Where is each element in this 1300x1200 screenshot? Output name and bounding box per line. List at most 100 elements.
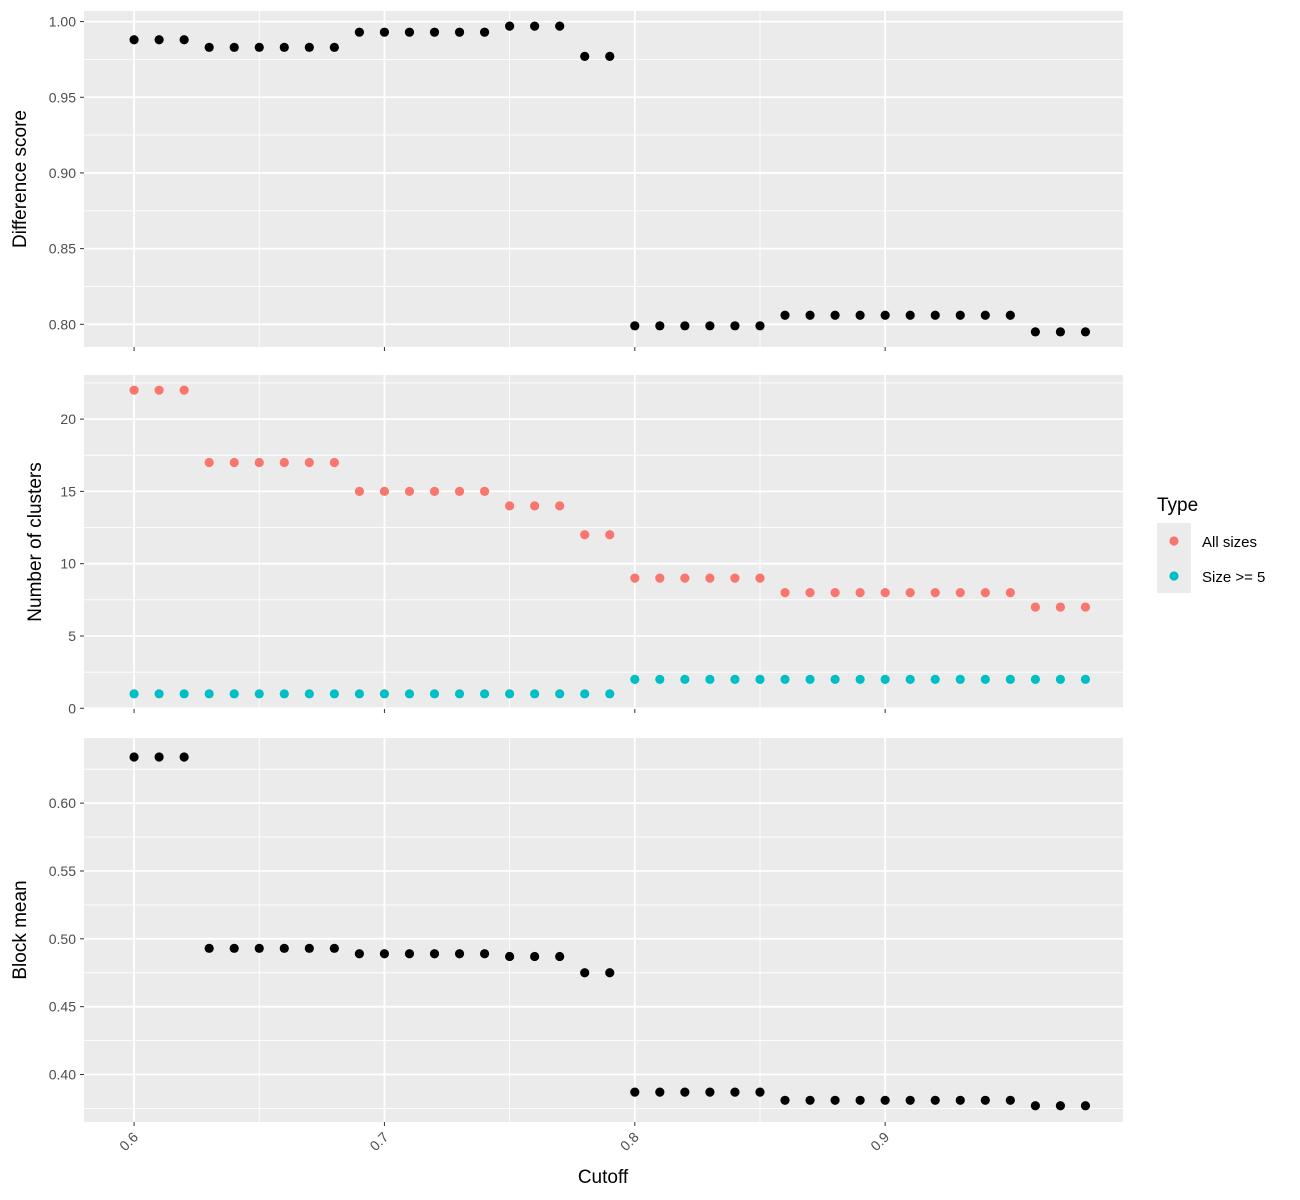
y-tick-label: 0.40 bbox=[49, 1067, 76, 1083]
data-point bbox=[530, 689, 540, 699]
y-tick-label: 0.50 bbox=[49, 931, 76, 947]
data-point bbox=[404, 949, 415, 959]
data-point bbox=[154, 689, 164, 699]
data-point bbox=[429, 27, 440, 37]
y-tick-label: 10 bbox=[60, 556, 76, 572]
data-point bbox=[980, 674, 990, 684]
data-point bbox=[705, 1087, 715, 1097]
y-axis-title: Block mean bbox=[10, 880, 31, 979]
data-point bbox=[680, 321, 690, 331]
data-point bbox=[429, 689, 440, 699]
data-point bbox=[980, 310, 990, 320]
data-point bbox=[229, 689, 239, 699]
data-point bbox=[254, 457, 264, 468]
data-point bbox=[705, 674, 715, 684]
data-point bbox=[204, 689, 214, 699]
y-tick-label: 0.95 bbox=[49, 89, 76, 105]
data-point bbox=[555, 21, 565, 31]
data-point bbox=[354, 689, 364, 699]
data-point bbox=[855, 588, 865, 598]
data-point bbox=[454, 689, 465, 699]
data-point bbox=[154, 35, 164, 45]
data-point bbox=[479, 27, 490, 37]
data-point bbox=[479, 486, 490, 496]
legend-title: Type bbox=[1157, 495, 1198, 516]
y-tick-label: 0.55 bbox=[49, 863, 76, 879]
y-tick-label: 0.85 bbox=[49, 241, 76, 257]
data-point bbox=[229, 42, 239, 52]
data-point bbox=[179, 35, 189, 45]
data-point bbox=[980, 1095, 990, 1105]
data-point bbox=[1030, 1101, 1040, 1111]
series-1 bbox=[129, 385, 1091, 612]
data-point bbox=[755, 674, 765, 684]
data-point bbox=[605, 530, 615, 540]
data-point bbox=[479, 949, 490, 959]
data-point bbox=[204, 457, 214, 468]
data-point bbox=[179, 385, 189, 395]
data-point bbox=[304, 689, 314, 699]
x-axis-title: Cutoff bbox=[578, 1167, 629, 1188]
data-point bbox=[129, 752, 139, 762]
data-point bbox=[1005, 1095, 1015, 1105]
data-point bbox=[254, 42, 264, 52]
data-point bbox=[229, 457, 239, 468]
data-point bbox=[379, 27, 390, 37]
data-point bbox=[555, 689, 565, 699]
data-point bbox=[980, 588, 990, 598]
data-point bbox=[1055, 602, 1066, 612]
data-point bbox=[780, 1095, 790, 1105]
data-point bbox=[279, 457, 289, 468]
x-axis: 0.6 0.7 0.8 0.9 bbox=[116, 1129, 892, 1154]
data-point bbox=[580, 689, 590, 699]
data-point bbox=[930, 674, 940, 684]
data-point bbox=[580, 51, 590, 62]
data-point bbox=[279, 42, 289, 52]
data-point bbox=[880, 674, 890, 684]
data-point bbox=[655, 1087, 665, 1097]
data-point bbox=[755, 321, 765, 331]
data-point bbox=[379, 486, 390, 496]
data-point bbox=[905, 310, 915, 320]
x-tick-label: 0.6 bbox=[116, 1129, 141, 1154]
y-axis-title: Difference score bbox=[10, 110, 31, 248]
y-tick-label: 15 bbox=[60, 483, 76, 499]
data-point bbox=[1005, 674, 1015, 684]
data-point bbox=[780, 310, 790, 320]
data-point bbox=[179, 752, 189, 762]
data-point bbox=[530, 951, 540, 962]
data-point bbox=[1005, 588, 1015, 598]
data-point bbox=[605, 968, 615, 978]
data-point bbox=[404, 486, 415, 496]
data-point bbox=[1030, 602, 1040, 612]
legend-key bbox=[1169, 571, 1179, 581]
data-point bbox=[930, 1095, 940, 1105]
data-point bbox=[329, 689, 339, 699]
data-point bbox=[1005, 310, 1015, 320]
data-point bbox=[1080, 602, 1091, 612]
data-point bbox=[1055, 327, 1066, 337]
data-point bbox=[1080, 1101, 1091, 1111]
data-point bbox=[780, 588, 790, 598]
data-point bbox=[279, 689, 289, 699]
data-point bbox=[630, 321, 640, 331]
data-point bbox=[830, 310, 840, 320]
data-point bbox=[805, 310, 815, 320]
data-point bbox=[830, 588, 840, 598]
y-axis-title: Number of clusters bbox=[25, 462, 46, 621]
data-point bbox=[1055, 1101, 1066, 1111]
data-point bbox=[154, 752, 164, 762]
data-point bbox=[1055, 674, 1066, 684]
legend-key bbox=[1169, 536, 1179, 546]
data-point bbox=[830, 1095, 840, 1105]
data-point bbox=[254, 689, 264, 699]
data-point bbox=[730, 321, 740, 331]
data-point bbox=[630, 1087, 640, 1097]
data-point bbox=[880, 588, 890, 598]
y-tick-label: 20 bbox=[60, 411, 76, 427]
data-point bbox=[955, 674, 965, 684]
data-point bbox=[179, 689, 189, 699]
panel-background bbox=[84, 738, 1123, 1122]
data-point bbox=[229, 943, 239, 953]
